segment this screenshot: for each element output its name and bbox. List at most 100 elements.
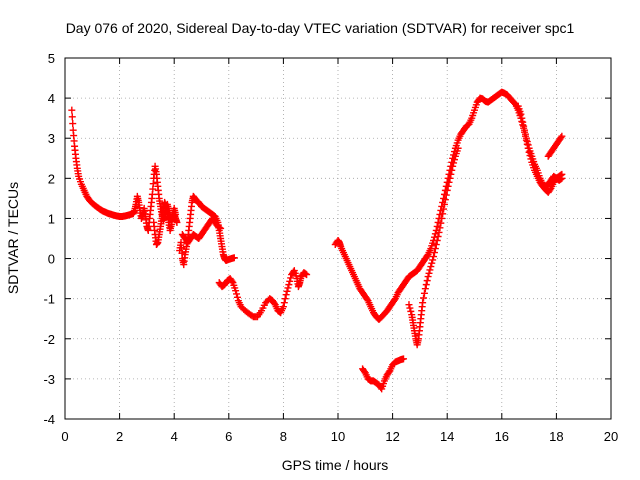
data-point	[432, 241, 440, 249]
data-point	[406, 304, 414, 312]
y-tick-label: 2	[48, 171, 55, 186]
data-point	[217, 224, 225, 232]
data-point	[429, 256, 437, 264]
series-segment-8	[405, 144, 462, 349]
data-point	[517, 110, 525, 118]
data-point	[447, 170, 455, 178]
data-point	[428, 259, 436, 267]
data-point	[280, 299, 288, 307]
x-tick-label: 4	[171, 429, 178, 444]
data-point	[440, 205, 448, 213]
x-tick-label: 20	[604, 429, 618, 444]
data-point	[233, 293, 241, 301]
data-point	[420, 289, 428, 297]
y-tick-label: 5	[48, 51, 55, 66]
x-tick-label: 0	[61, 429, 68, 444]
x-tick-label: 6	[225, 429, 232, 444]
x-axis-label: GPS time / hours	[282, 457, 389, 473]
y-tick-label: 3	[48, 131, 55, 146]
data-point	[173, 218, 181, 226]
data-point	[434, 232, 442, 240]
data-point	[522, 134, 530, 142]
data-point	[518, 114, 526, 122]
y-tick-label: 4	[48, 91, 55, 106]
y-tick-label: -2	[43, 332, 55, 347]
x-tick-label: 2	[116, 429, 123, 444]
data-point	[423, 277, 431, 285]
y-tick-label: 1	[48, 211, 55, 226]
data-point	[448, 166, 456, 174]
data-point	[424, 273, 432, 281]
data-point	[283, 287, 291, 295]
y-axis-ticks: -4 -3 -2 -1 0 1 2 3 4 5	[43, 51, 611, 427]
data-point	[444, 182, 452, 190]
data-point	[520, 122, 528, 130]
data-point	[454, 144, 462, 152]
data-point	[228, 277, 236, 285]
data-point	[524, 141, 532, 149]
data-point	[420, 294, 428, 302]
series-segment-4	[178, 214, 225, 247]
data-point	[282, 291, 290, 299]
x-tick-label: 12	[385, 429, 399, 444]
data-point	[437, 219, 445, 227]
data-point	[433, 237, 441, 245]
data-point	[445, 178, 453, 186]
x-axis-ticks: 0 2 4 6 8 10 12 14 16 18 20	[61, 58, 618, 444]
data-point	[232, 287, 240, 295]
chart-title: Day 076 of 2020, Sidereal Day-to-day VTE…	[66, 20, 575, 36]
data-point	[431, 245, 439, 253]
data-point	[558, 174, 566, 182]
data-point	[440, 200, 448, 208]
x-tick-label: 10	[331, 429, 345, 444]
y-tick-label: -3	[43, 372, 55, 387]
data-point	[443, 186, 451, 194]
data-point	[284, 284, 292, 292]
data-point	[287, 274, 295, 282]
data-point	[172, 210, 180, 218]
data-point	[450, 156, 458, 164]
data-point	[286, 277, 294, 285]
data-point	[233, 290, 241, 298]
data-point	[441, 196, 449, 204]
data-point	[281, 295, 289, 303]
series-segment-9	[514, 102, 566, 190]
data-point	[430, 253, 438, 261]
x-tick-label: 18	[549, 429, 563, 444]
x-tick-label: 8	[280, 429, 287, 444]
data-point	[430, 249, 438, 257]
data-point	[450, 159, 458, 167]
data-point	[557, 134, 565, 142]
x-tick-label: 16	[495, 429, 509, 444]
data-point	[519, 118, 527, 126]
data-point	[449, 162, 457, 170]
data-point	[446, 174, 454, 182]
data-point	[521, 130, 529, 138]
y-tick-label: -1	[43, 292, 55, 307]
series-segment-10	[544, 132, 566, 160]
data-point	[435, 228, 443, 236]
data-series	[68, 88, 566, 393]
data-point	[405, 301, 413, 309]
series-segment-2	[150, 198, 180, 249]
data-point	[230, 254, 238, 262]
data-point	[279, 303, 287, 311]
data-point	[419, 299, 427, 307]
data-point	[427, 263, 435, 271]
series-segment-7	[359, 355, 408, 393]
y-tick-label: 0	[48, 252, 55, 267]
y-axis-label: SDTVAR / TECUs	[5, 182, 21, 294]
data-point	[436, 224, 444, 232]
data-point	[407, 307, 415, 315]
data-point	[521, 126, 529, 134]
data-point	[68, 106, 76, 114]
data-point	[442, 191, 450, 199]
data-point	[439, 210, 447, 218]
data-point	[421, 285, 429, 293]
data-point	[400, 355, 408, 363]
data-point	[425, 269, 433, 277]
data-point	[285, 281, 293, 289]
data-point	[438, 214, 446, 222]
data-point	[68, 113, 76, 121]
